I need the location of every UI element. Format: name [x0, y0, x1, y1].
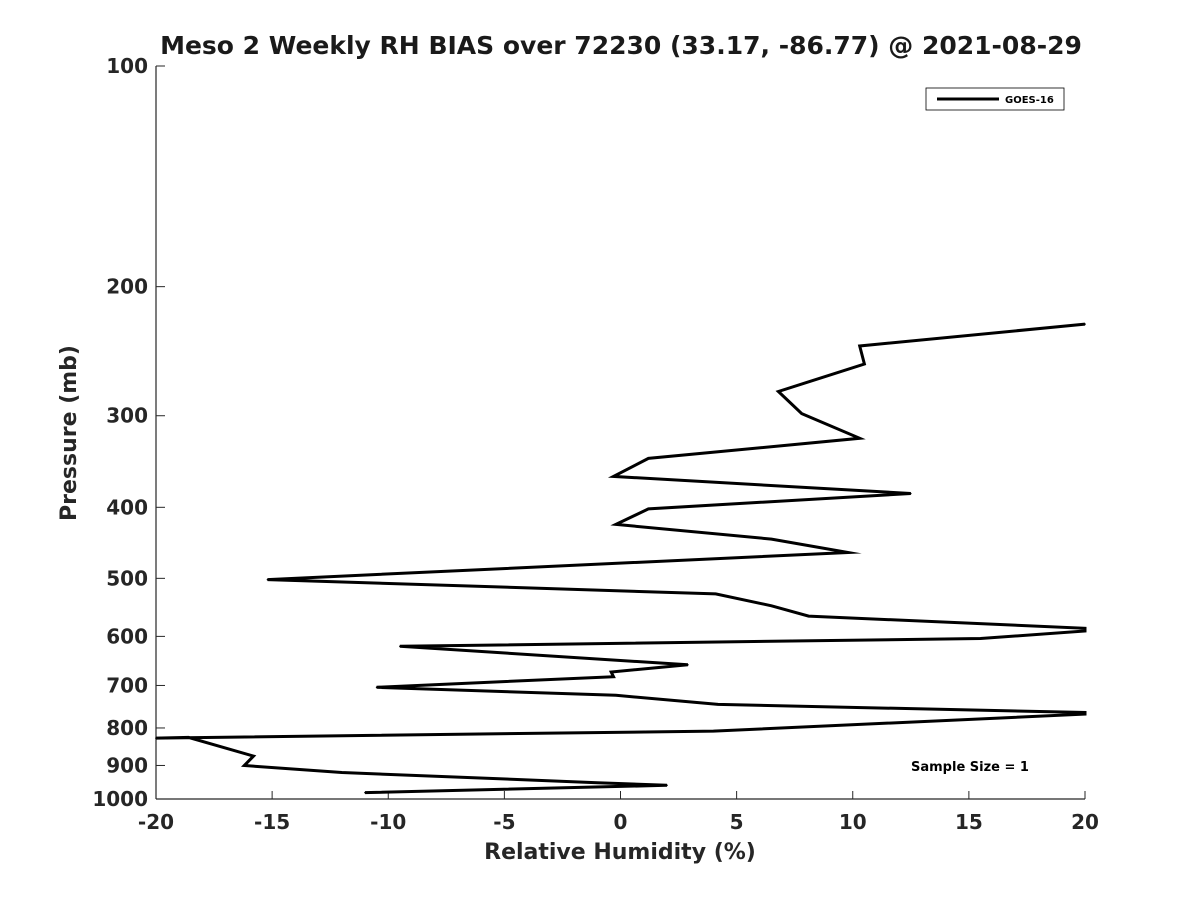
y-tick-label: 300 [106, 404, 148, 428]
series-point [858, 437, 861, 440]
x-tick-label: 5 [730, 810, 744, 834]
series-point [612, 675, 615, 678]
x-ticks: -20 -15 -10 -5 0 5 10 15 20 [138, 791, 1099, 834]
x-tick-label: 15 [955, 810, 983, 834]
series-point [647, 457, 650, 460]
y-tick-label: 400 [106, 495, 148, 519]
y-axis-label: Pressure (mb) [57, 345, 82, 521]
series-point [770, 538, 773, 540]
chart-title: Meso 2 Weekly RH BIAS over 72230 (33.17,… [160, 31, 1082, 60]
series-point [364, 791, 366, 794]
series-point [847, 551, 849, 554]
y-tick-label: 800 [106, 716, 148, 740]
series-layer [155, 322, 1087, 795]
series-point [155, 737, 157, 739]
series-point [717, 703, 719, 706]
series-point [1084, 627, 1086, 630]
series-point [612, 475, 615, 478]
series-point [615, 523, 617, 526]
series-point [863, 363, 866, 365]
x-tick-label: 0 [614, 810, 628, 834]
x-tick-label: 10 [839, 810, 867, 834]
series-point [1084, 713, 1086, 715]
y-tick-label: 500 [106, 566, 148, 590]
series-point [714, 593, 717, 595]
y-tick-label: 100 [106, 54, 148, 78]
x-tick-label: -5 [493, 810, 515, 834]
series-point [375, 686, 378, 689]
series-point [243, 764, 246, 767]
series-point [777, 390, 780, 393]
x-tick-label: -15 [254, 810, 290, 834]
series-point [910, 492, 912, 495]
series-point [712, 730, 715, 732]
series-point [399, 645, 401, 648]
series-point [187, 736, 190, 739]
series-point [1084, 323, 1086, 325]
series-point [858, 345, 861, 347]
sample-size-annotation: Sample Size = 1 [911, 760, 1029, 775]
series-point [596, 781, 599, 784]
series-point [615, 694, 617, 697]
series-point [1084, 711, 1086, 714]
series-point [252, 755, 255, 757]
series-point [610, 671, 612, 673]
x-tick-label: 20 [1071, 810, 1099, 834]
series-point [647, 508, 650, 510]
series-point [770, 605, 773, 607]
y-tick-label: 700 [106, 673, 148, 697]
series-point [666, 784, 668, 787]
x-tick-label: -20 [138, 810, 174, 834]
series-point [1084, 630, 1086, 632]
series-point [341, 771, 343, 774]
y-tick-label: 600 [106, 624, 148, 648]
y-ticks: 100 200 300 400 500 600 700 800 900 1000 [92, 54, 165, 811]
series-point [807, 615, 810, 617]
series-point [687, 664, 689, 666]
y-tick-label: 1000 [92, 787, 148, 811]
x-axis-label: Relative Humidity (%) [484, 840, 756, 865]
series-point [979, 637, 982, 640]
series-point [800, 412, 803, 415]
y-tick-label: 200 [106, 275, 148, 299]
x-tick-label: -10 [370, 810, 406, 834]
legend: GOES-16 [925, 87, 1065, 111]
legend-label-goes-16: GOES-16 [1005, 95, 1054, 106]
series-line-0 [155, 322, 1087, 795]
y-tick-label: 900 [106, 753, 148, 777]
series-point [266, 578, 269, 581]
